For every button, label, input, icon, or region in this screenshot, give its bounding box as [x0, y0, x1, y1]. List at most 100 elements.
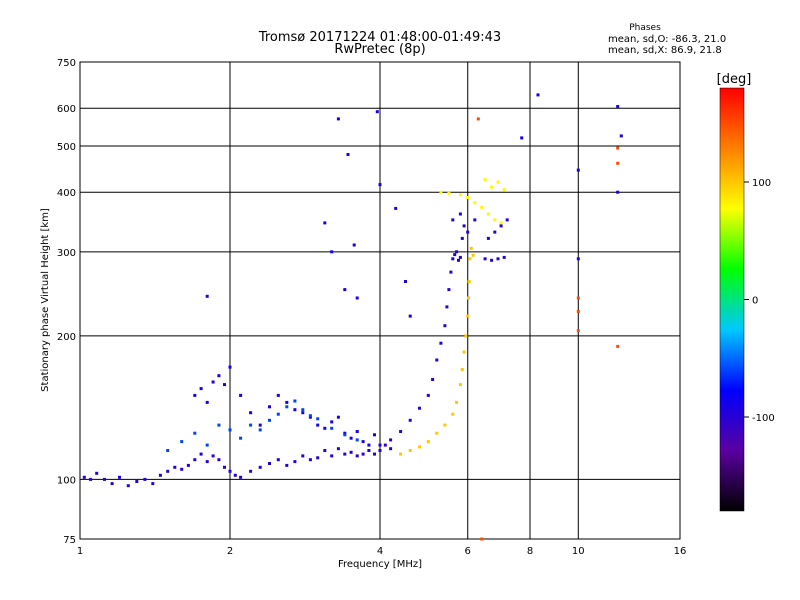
data-point	[223, 383, 226, 387]
data-point	[323, 426, 327, 430]
data-point	[404, 280, 407, 283]
data-point	[367, 449, 371, 452]
data-point	[576, 296, 580, 300]
data-point	[457, 258, 460, 262]
data-point	[355, 438, 359, 442]
data-point	[453, 253, 457, 257]
data-point	[126, 484, 130, 488]
data-point	[486, 236, 490, 240]
data-point	[308, 414, 312, 418]
x-tick-label: 4	[377, 546, 383, 557]
data-point	[399, 452, 403, 456]
data-point	[330, 426, 334, 430]
data-point	[496, 257, 500, 261]
data-point	[239, 436, 243, 440]
x-tick-label: 10	[572, 546, 585, 557]
data-point	[469, 246, 473, 250]
y-tick-label: 750	[57, 58, 76, 69]
data-point	[352, 243, 356, 247]
data-point	[193, 458, 197, 462]
data-point	[373, 433, 376, 437]
data-point	[408, 314, 412, 318]
data-point	[451, 218, 455, 222]
data-point	[343, 431, 347, 435]
x-tick-label: 2	[227, 546, 233, 557]
data-point	[205, 400, 209, 404]
data-point	[460, 368, 464, 371]
data-point	[258, 428, 262, 432]
data-point	[82, 475, 86, 479]
data-point	[323, 221, 327, 225]
y-axis-label: Stationary phase Virtual Height [km]	[40, 208, 51, 392]
phase-x-stats: mean, sd,X: 86.9, 21.8	[608, 45, 722, 56]
data-point	[268, 462, 271, 465]
data-point	[458, 212, 462, 216]
data-point	[217, 423, 221, 427]
data-point	[293, 399, 297, 403]
data-point	[199, 452, 203, 456]
data-point	[502, 255, 506, 259]
data-point	[186, 463, 190, 467]
data-point	[276, 458, 280, 462]
data-point	[239, 393, 243, 397]
data-point	[616, 161, 620, 165]
data-point	[211, 454, 215, 458]
data-point	[367, 443, 371, 447]
data-point	[346, 153, 350, 156]
data-point	[466, 196, 470, 199]
data-point	[443, 423, 447, 427]
data-point	[455, 400, 459, 404]
x-tick-label: 6	[465, 546, 471, 557]
data-point	[343, 288, 347, 292]
y-tick-label: 600	[57, 104, 76, 115]
data-point	[193, 431, 197, 435]
data-point	[228, 469, 232, 473]
data-point	[576, 329, 580, 333]
data-point	[211, 380, 215, 384]
data-point	[464, 334, 468, 338]
data-point	[466, 314, 470, 318]
data-point	[89, 477, 93, 481]
data-point	[486, 212, 490, 216]
data-point	[180, 467, 184, 471]
data-point	[483, 178, 487, 182]
data-point	[460, 236, 464, 240]
data-point	[301, 408, 305, 412]
y-tick-label: 300	[57, 248, 76, 259]
data-point	[355, 454, 359, 458]
colorbar-label: [deg]	[717, 72, 752, 87]
data-point	[249, 423, 253, 427]
data-point	[293, 460, 297, 464]
data-point	[458, 193, 462, 197]
phase-header: Phases	[629, 23, 661, 33]
data-point	[301, 454, 305, 458]
data-point	[426, 440, 430, 444]
data-point	[445, 305, 449, 309]
data-point	[336, 117, 340, 121]
data-point	[505, 218, 509, 222]
data-point	[349, 436, 353, 440]
data-point	[408, 449, 412, 452]
data-point	[496, 180, 500, 184]
colorbar-tick-label: 0	[752, 296, 758, 307]
data-point	[143, 477, 147, 481]
x-tick-label: 8	[527, 546, 533, 557]
data-point	[468, 257, 472, 261]
data-point	[249, 411, 253, 415]
x-tick-label: 16	[674, 546, 687, 557]
data-point	[499, 221, 503, 225]
data-point	[576, 257, 580, 261]
data-point	[455, 250, 459, 254]
data-point	[439, 190, 443, 194]
data-point	[95, 471, 99, 475]
data-point	[316, 423, 320, 427]
colorbar-tick-label: -100	[752, 413, 775, 424]
data-point	[466, 230, 470, 234]
data-point	[389, 438, 393, 442]
data-point	[361, 440, 365, 444]
data-point	[316, 456, 320, 460]
data-point	[490, 185, 494, 189]
data-point	[343, 433, 347, 437]
data-point	[483, 257, 487, 261]
data-point	[408, 418, 412, 422]
